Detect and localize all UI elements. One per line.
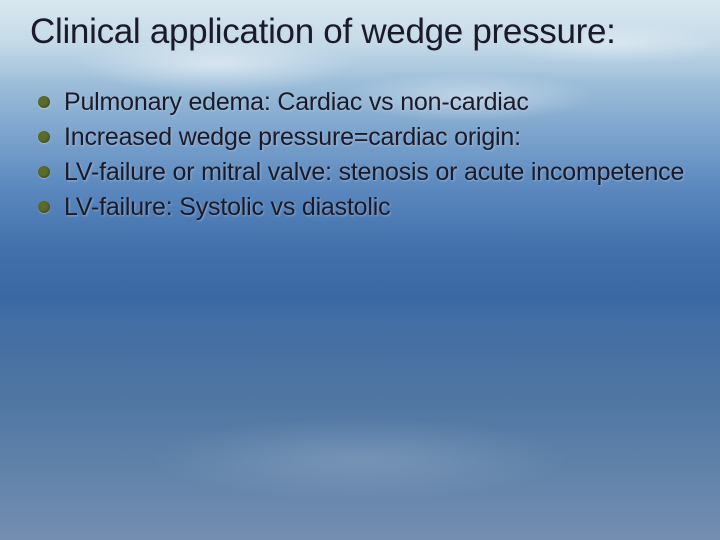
slide: Clinical application of wedge pressure: … <box>0 0 720 540</box>
bullet-item: LV-failure or mitral valve: stenosis or … <box>36 156 690 189</box>
slide-title: Clinical application of wedge pressure: <box>30 12 690 52</box>
bullet-item: Pulmonary edema: Cardiac vs non-cardiac <box>36 86 690 119</box>
bullet-item: Increased wedge pressure=cardiac origin: <box>36 121 690 154</box>
bullet-list: Pulmonary edema: Cardiac vs non-cardiac … <box>30 86 690 224</box>
bullet-item: LV-failure: Systolic vs diastolic <box>36 191 690 224</box>
slide-content: Clinical application of wedge pressure: … <box>0 0 720 224</box>
